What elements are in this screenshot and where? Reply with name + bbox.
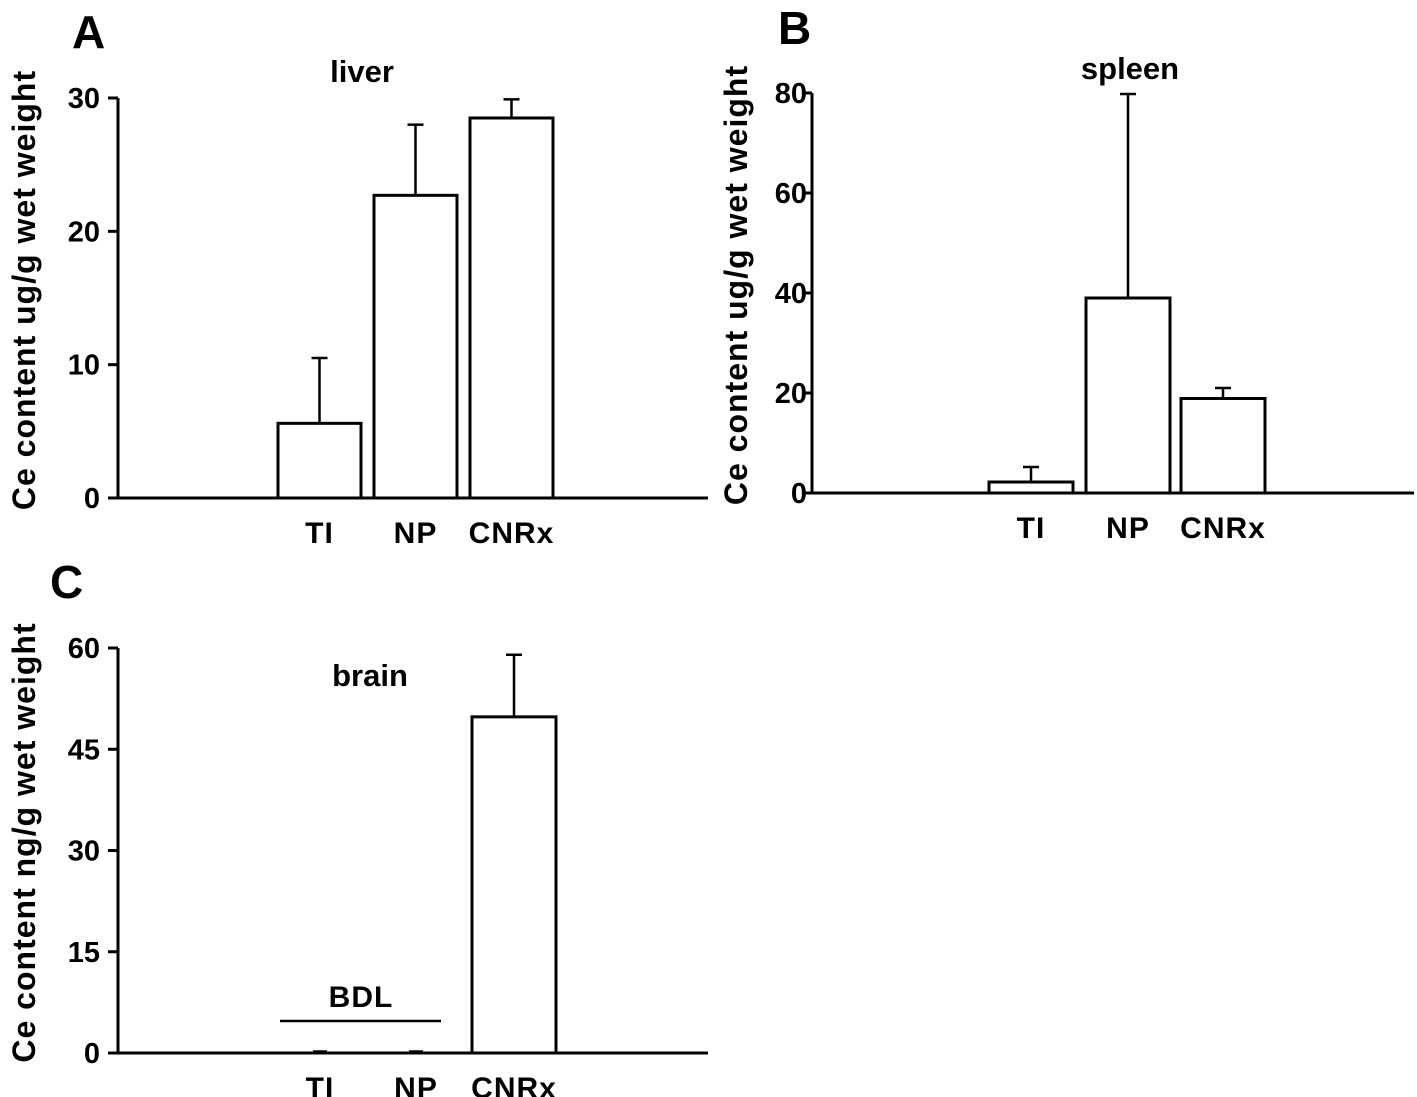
y-axis-label: Ce content ug/g wet weight	[718, 65, 754, 505]
chart-title: liver	[330, 54, 394, 89]
panel-letter: C	[50, 556, 83, 608]
bar-cnrx	[1179, 397, 1267, 495]
panel-b-spleen-chart: B spleen Ce content ug/g wet weight 0 20 40…	[718, 2, 1414, 545]
x-category-label: NP	[1106, 512, 1150, 545]
y-tick-label: 0	[84, 483, 100, 515]
panel-letter: A	[72, 6, 105, 58]
y-tick-label: 0	[791, 478, 807, 510]
y-tick-label: 30	[68, 83, 100, 115]
y-tick-label: 20	[68, 216, 100, 248]
panel-a-liver-chart: A liver Ce content ug/g wet weight 0 10 20 3…	[6, 6, 708, 550]
y-tick-label: 20	[775, 378, 807, 410]
y-axis-label: Ce content ng/g wet weight	[6, 622, 42, 1062]
y-tick-label: 60	[775, 178, 807, 210]
y-tick-label: 10	[68, 350, 100, 382]
y-tick-label: 80	[775, 78, 807, 110]
x-category-label: CNRx	[1180, 512, 1266, 545]
bar-ti	[276, 421, 363, 500]
panel-c-brain-chart: C brain BDL Ce content ng/g wet weight 0 1…	[6, 556, 708, 1097]
x-category-label: CNRx	[471, 1072, 557, 1097]
x-category-label: NP	[394, 1072, 438, 1097]
x-category-label: TI	[306, 1072, 335, 1097]
x-category-label: TI	[305, 517, 334, 550]
y-tick-label: 30	[68, 836, 100, 868]
x-category-label: CNRx	[469, 517, 555, 550]
x-category-label: NP	[394, 517, 438, 550]
panel-letter: B	[778, 2, 811, 54]
bar-ti	[987, 480, 1075, 495]
y-tick-label: 45	[68, 734, 100, 766]
bar-cnrx	[468, 116, 555, 500]
chart-title: spleen	[1081, 51, 1179, 86]
x-category-label: TI	[1017, 512, 1046, 545]
y-tick-label: 15	[68, 937, 100, 969]
chart-title: brain	[332, 658, 408, 693]
bdl-annotation: BDL	[329, 981, 394, 1014]
y-tick-label: 0	[84, 1038, 100, 1070]
y-tick-label: 40	[775, 278, 807, 310]
y-tick-label: 60	[68, 633, 100, 665]
bar-np	[372, 193, 459, 500]
bar-np	[1084, 296, 1172, 495]
bar-cnrx	[470, 715, 558, 1055]
y-axis-label: Ce content ug/g wet weight	[6, 70, 42, 510]
